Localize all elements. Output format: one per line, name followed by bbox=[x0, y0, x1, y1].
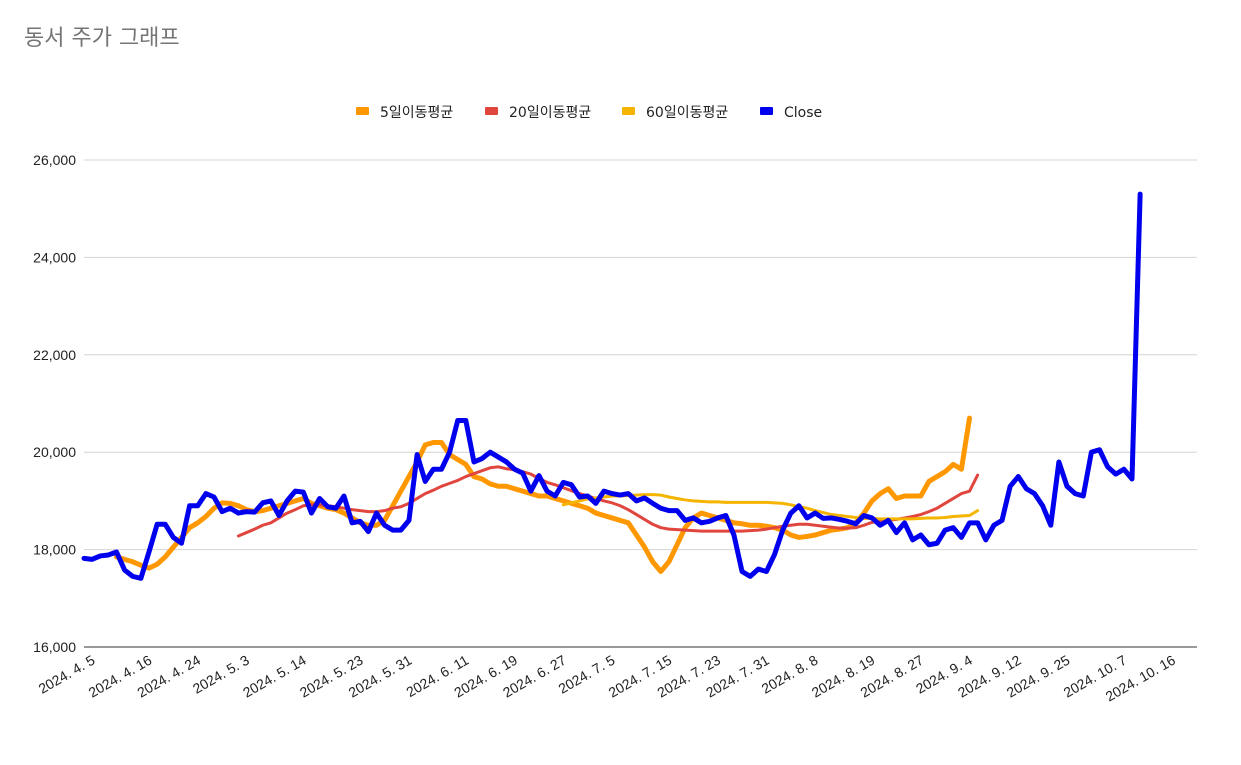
legend-swatch-0 bbox=[356, 107, 369, 115]
y-tick-label: 22,000 bbox=[33, 347, 76, 363]
legend-label-2: 60일이동평균 bbox=[646, 105, 728, 121]
series-line-3 bbox=[81, 191, 1143, 581]
y-tick-label: 16,000 bbox=[33, 639, 76, 655]
legend: 5일이동평균 20일이동평균 60일이동평균 Close bbox=[356, 105, 822, 121]
gridlines bbox=[84, 159, 1197, 648]
legend-swatch-3 bbox=[760, 107, 773, 115]
series-line-0 bbox=[114, 415, 973, 575]
series-lines bbox=[81, 191, 1143, 581]
legend-label-0: 5일이동평균 bbox=[380, 105, 453, 121]
y-axis: 16,000 18,000 20,000 22,000 24,000 26,000 bbox=[33, 152, 76, 655]
series-line-1 bbox=[236, 465, 980, 538]
y-tick-label: 20,000 bbox=[33, 444, 76, 460]
legend-label-3: Close bbox=[784, 105, 822, 121]
x-tick-label: 2024. 5. 14 bbox=[240, 652, 309, 701]
y-tick-label: 26,000 bbox=[33, 152, 76, 168]
legend-swatch-1 bbox=[485, 107, 498, 115]
legend-swatch-2 bbox=[622, 107, 635, 115]
y-tick-label: 24,000 bbox=[33, 249, 76, 265]
y-tick-label: 18,000 bbox=[33, 542, 76, 558]
legend-label-1: 20일이동평균 bbox=[509, 105, 591, 121]
chart-title: 동서 주가 그래프 bbox=[24, 26, 180, 51]
